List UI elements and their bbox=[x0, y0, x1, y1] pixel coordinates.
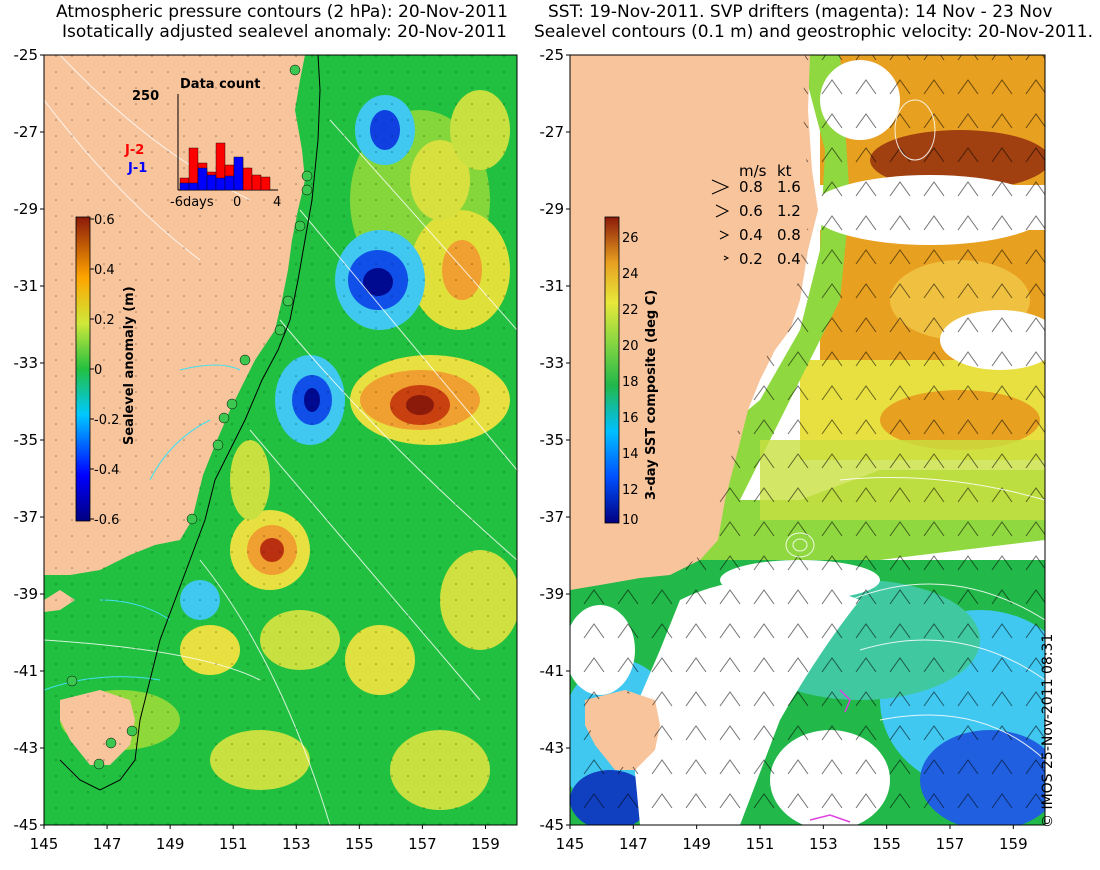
left-lat-label: -33 bbox=[14, 354, 39, 372]
right-lon-label: 155 bbox=[872, 835, 901, 853]
velocity-legend-row3-kt: 0.4 bbox=[777, 250, 801, 268]
velocity-legend-row3-ms: 0.2 bbox=[739, 250, 763, 268]
left-lon-label: 157 bbox=[408, 835, 437, 853]
sst-tick-7: 12 bbox=[622, 483, 639, 498]
right-lat-label: -43 bbox=[540, 739, 565, 757]
right-title-line2: Sealevel contours (0.1 m) and geostrophi… bbox=[534, 22, 1094, 42]
left-lon-label: 151 bbox=[219, 835, 248, 853]
sla-colorbar-label: Sealevel anomaly (m) bbox=[122, 286, 137, 445]
sst-tick-2: 22 bbox=[622, 303, 639, 318]
sla-tick-3: 0 bbox=[94, 363, 102, 378]
velocity-legend-row2-ms: 0.4 bbox=[739, 226, 763, 244]
velocity-legend-row1-kt: 1.2 bbox=[777, 202, 801, 220]
right-lon-label: 159 bbox=[999, 835, 1028, 853]
left-lat-label: -27 bbox=[14, 123, 39, 141]
velocity-legend-row2-kt: 0.8 bbox=[777, 226, 801, 244]
sealevel-contours bbox=[785, 99, 1045, 761]
left-lon-label: 159 bbox=[471, 835, 500, 853]
right-lon-label: 157 bbox=[936, 835, 965, 853]
right-lat-label: -37 bbox=[540, 508, 565, 526]
sst-tick-1: 24 bbox=[622, 267, 639, 282]
inset-legend-j1: J-1 bbox=[127, 161, 147, 176]
left-lon-label: 155 bbox=[345, 835, 374, 853]
left-lat-label: -35 bbox=[14, 431, 39, 449]
left-title-line2: Isotatically adjusted sealevel anomaly: … bbox=[62, 22, 507, 42]
right-lon-label: 147 bbox=[619, 835, 648, 853]
right-lat-label: -33 bbox=[540, 354, 565, 372]
inset-xlabel-end: 4 bbox=[273, 195, 281, 210]
sst-tick-5: 16 bbox=[622, 411, 639, 426]
left-title-line1: Atmospheric pressure contours (2 hPa): 2… bbox=[56, 2, 508, 22]
right-map bbox=[570, 55, 1045, 825]
left-lon-label: 149 bbox=[156, 835, 185, 853]
left-lat-label: -29 bbox=[14, 200, 39, 218]
right-lat-label: -31 bbox=[540, 277, 565, 295]
right-lat-label: -39 bbox=[540, 585, 565, 603]
data-count-inset: Data count 250 J-2 J-1 -6days 0 bbox=[124, 77, 281, 210]
velocity-legend-ms-header: m/s bbox=[739, 162, 767, 180]
velocity-legend-row0-kt: 1.6 bbox=[777, 178, 801, 196]
right-lat-label: -35 bbox=[540, 431, 565, 449]
right-lat-label: -41 bbox=[540, 662, 565, 680]
left-map bbox=[44, 55, 517, 825]
right-lon-label: 151 bbox=[746, 835, 775, 853]
right-lat-label: -27 bbox=[540, 123, 565, 141]
sla-tick-2: 0.2 bbox=[94, 313, 115, 328]
sst-tick-0: 26 bbox=[622, 231, 639, 246]
velocity-legend-kt-header: kt bbox=[777, 162, 792, 180]
right-lat-label: -29 bbox=[540, 200, 565, 218]
sst-tick-8: 10 bbox=[622, 513, 639, 528]
sst-tick-6: 14 bbox=[622, 447, 639, 462]
inset-ymax-label: 250 bbox=[132, 89, 159, 104]
left-lat-label: -41 bbox=[14, 662, 39, 680]
inset-xlabel-start: -6days bbox=[170, 195, 214, 210]
inset-legend-j2: J-2 bbox=[124, 143, 144, 158]
sla-colorbar-ticks bbox=[90, 218, 94, 520]
velocity-legend-row1-ms: 0.6 bbox=[739, 202, 763, 220]
tide-gauge-markers bbox=[66, 64, 313, 770]
left-lat-label: -39 bbox=[14, 585, 39, 603]
inset-title: Data count bbox=[180, 77, 260, 92]
svp-drifter-tracks bbox=[809, 689, 851, 823]
right-lon-label: 145 bbox=[556, 835, 585, 853]
sla-tick-0: 0.6 bbox=[94, 213, 115, 228]
left-lat-label: -45 bbox=[14, 816, 39, 834]
right-lat-label: -45 bbox=[540, 816, 565, 834]
left-lat-label: -37 bbox=[14, 508, 39, 526]
right-lon-label: 153 bbox=[809, 835, 838, 853]
inset-xlabel-zero: 0 bbox=[233, 195, 241, 210]
sla-tick-4: -0.2 bbox=[94, 413, 119, 428]
left-lon-label: 153 bbox=[282, 835, 311, 853]
left-lat-label: -43 bbox=[14, 739, 39, 757]
left-lat-label: -25 bbox=[14, 46, 39, 64]
left-lon-label: 145 bbox=[30, 835, 59, 853]
sst-colorbar bbox=[604, 216, 620, 524]
sla-tick-5: -0.4 bbox=[94, 463, 119, 478]
sla-colorbar bbox=[75, 216, 91, 522]
sst-colorbar-label: 3-day SST composite (deg C) bbox=[644, 290, 659, 500]
left-lon-label: 147 bbox=[93, 835, 122, 853]
left-lat-label: -31 bbox=[14, 277, 39, 295]
sla-tick-1: 0.4 bbox=[94, 263, 115, 278]
right-lat-label: -25 bbox=[540, 46, 565, 64]
sst-tick-4: 18 bbox=[622, 375, 639, 390]
velocity-legend-row0-ms: 0.8 bbox=[739, 178, 763, 196]
right-lon-label: 149 bbox=[682, 835, 711, 853]
velocity-legend: m/s kt 0.8 1.6 0.6 1.2 0.4 0.8 0.2 0.4 bbox=[711, 162, 801, 268]
sst-tick-3: 20 bbox=[622, 339, 639, 354]
sla-tick-6: -0.6 bbox=[94, 513, 119, 528]
copyright-text: © IMOS 25-Nov-2011 08:31 bbox=[1040, 633, 1056, 828]
inset-bars-j1 bbox=[179, 156, 244, 191]
right-title-line1: SST: 19-Nov-2011. SVP drifters (magenta)… bbox=[548, 2, 1053, 22]
